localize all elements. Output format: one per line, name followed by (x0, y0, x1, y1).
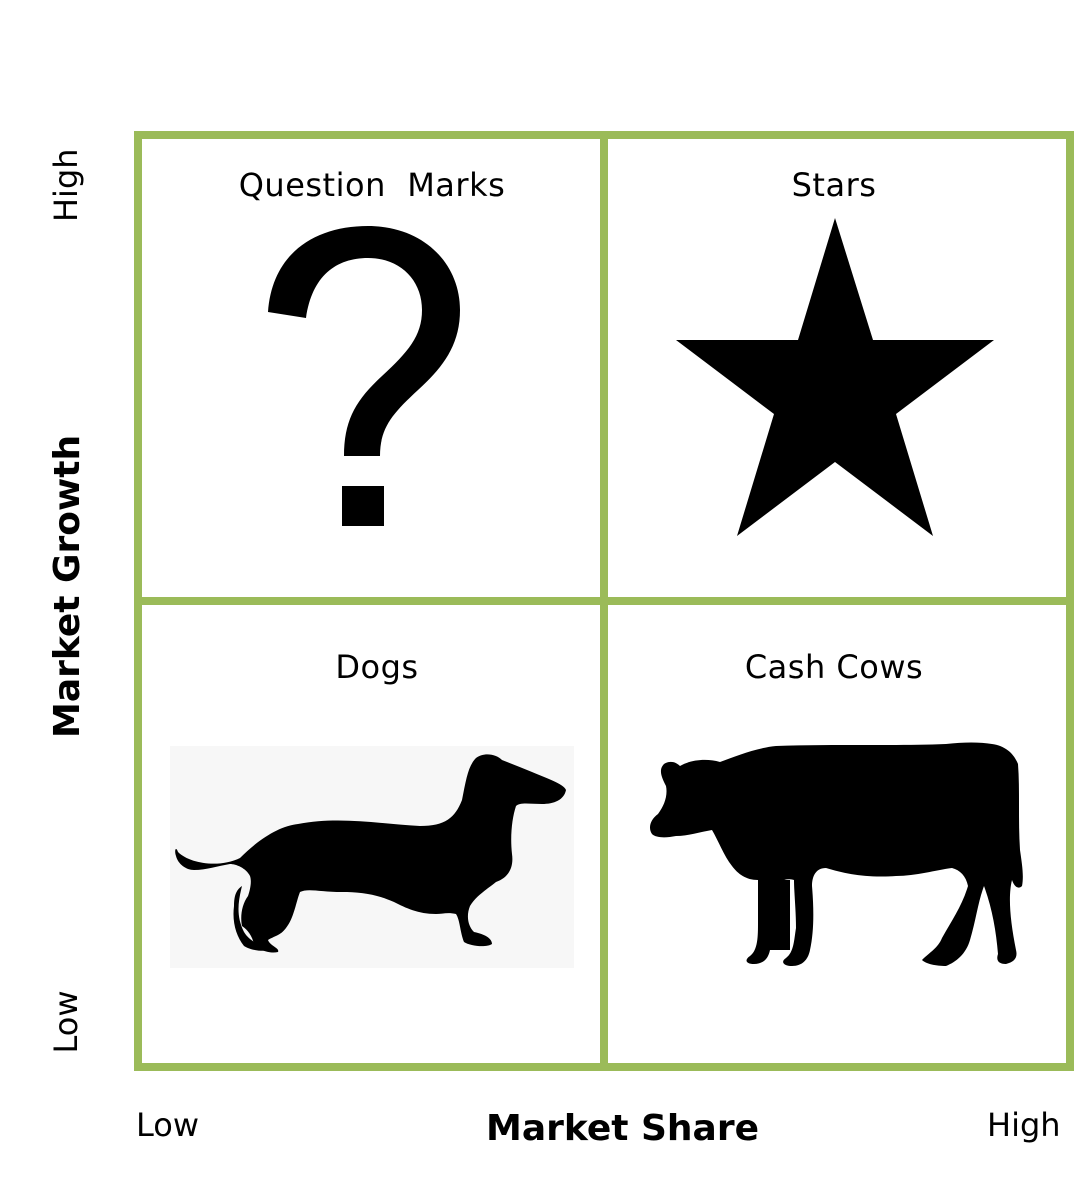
x-axis-title: Market Share (486, 1108, 760, 1149)
quadrant-label-question-marks: Question Marks (238, 166, 506, 204)
question-mark-icon (258, 224, 468, 534)
matrix-divider-horizontal (134, 597, 1074, 605)
quadrant-label-stars: Stars (791, 166, 877, 204)
bcg-matrix (134, 131, 1074, 1071)
x-axis-low-label: Low (136, 1106, 200, 1144)
quadrant-label-cash-cows: Cash Cows (744, 648, 924, 686)
quadrant-label-dogs: Dogs (335, 648, 419, 686)
y-axis-high-label: High (47, 148, 85, 222)
x-axis-high-label: High (987, 1106, 1061, 1144)
cow-icon (646, 740, 1028, 970)
y-axis-title: Market Growth (47, 434, 88, 738)
star-icon (674, 216, 996, 538)
y-axis-low-label: Low (47, 990, 85, 1054)
dog-icon (170, 746, 574, 968)
